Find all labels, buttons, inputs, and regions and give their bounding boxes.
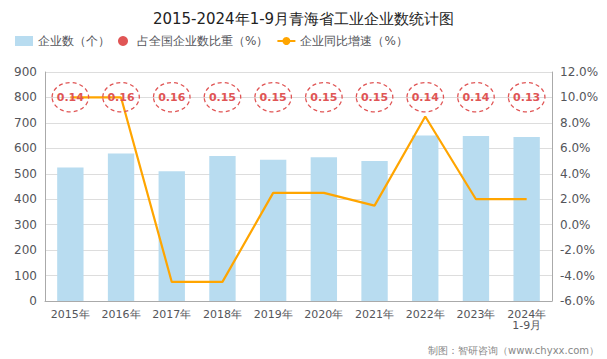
- svg-text:0.14: 0.14: [57, 91, 84, 104]
- svg-text:1-9月: 1-9月: [512, 319, 541, 332]
- svg-text:8.0%: 8.0%: [560, 116, 591, 130]
- svg-text:0: 0: [29, 294, 37, 308]
- svg-text:2016年: 2016年: [102, 308, 141, 321]
- svg-text:0.16: 0.16: [107, 91, 134, 104]
- svg-text:0.13: 0.13: [513, 91, 540, 104]
- svg-text:10.0%: 10.0%: [560, 90, 598, 104]
- svg-text:200: 200: [14, 243, 37, 257]
- svg-text:700: 700: [14, 116, 37, 130]
- svg-text:2021年: 2021年: [355, 308, 394, 321]
- svg-text:0.14: 0.14: [462, 91, 489, 104]
- svg-text:2015年: 2015年: [51, 308, 90, 321]
- svg-text:2024年: 2024年: [507, 308, 547, 321]
- svg-text:企业数（个）: 企业数（个）: [38, 34, 110, 48]
- svg-text:2017年: 2017年: [152, 308, 191, 321]
- svg-text:0.15: 0.15: [361, 91, 388, 104]
- svg-text:800: 800: [14, 90, 37, 104]
- svg-text:2015-2024年1-9月青海省工业企业数统计图: 2015-2024年1-9月青海省工业企业数统计图: [153, 10, 454, 28]
- svg-text:2018年: 2018年: [203, 308, 242, 321]
- svg-text:4.0%: 4.0%: [560, 167, 591, 181]
- svg-text:0.0%: 0.0%: [560, 218, 591, 232]
- svg-text:600: 600: [14, 141, 37, 155]
- svg-text:2023年: 2023年: [456, 308, 495, 321]
- svg-text:0.14: 0.14: [412, 91, 439, 104]
- svg-text:0.15: 0.15: [310, 91, 337, 104]
- svg-text:6.0%: 6.0%: [560, 141, 591, 155]
- svg-text:0.16: 0.16: [158, 91, 185, 104]
- svg-text:-6.0%: -6.0%: [560, 294, 595, 308]
- svg-text:900: 900: [14, 65, 37, 79]
- svg-text:2022年: 2022年: [406, 308, 445, 321]
- svg-text:企业同比增速（%）: 企业同比增速（%）: [300, 34, 407, 48]
- svg-text:制图：智研咨询（www.chyxx.com）: 制图：智研咨询（www.chyxx.com）: [428, 345, 599, 356]
- svg-text:占全国企业数比重（%）: 占全国企业数比重（%）: [137, 34, 268, 48]
- svg-text:0.15: 0.15: [260, 91, 287, 104]
- svg-text:-2.0%: -2.0%: [560, 243, 595, 257]
- svg-text:2020年: 2020年: [304, 308, 343, 321]
- svg-text:2019年: 2019年: [254, 308, 293, 321]
- svg-text:0.15: 0.15: [209, 91, 236, 104]
- svg-text:500: 500: [14, 167, 37, 181]
- svg-text:400: 400: [14, 192, 37, 206]
- svg-text:300: 300: [14, 218, 37, 232]
- svg-text:2.0%: 2.0%: [560, 192, 591, 206]
- svg-text:-4.0%: -4.0%: [560, 269, 595, 283]
- svg-text:12.0%: 12.0%: [560, 65, 598, 79]
- svg-text:100: 100: [14, 269, 37, 283]
